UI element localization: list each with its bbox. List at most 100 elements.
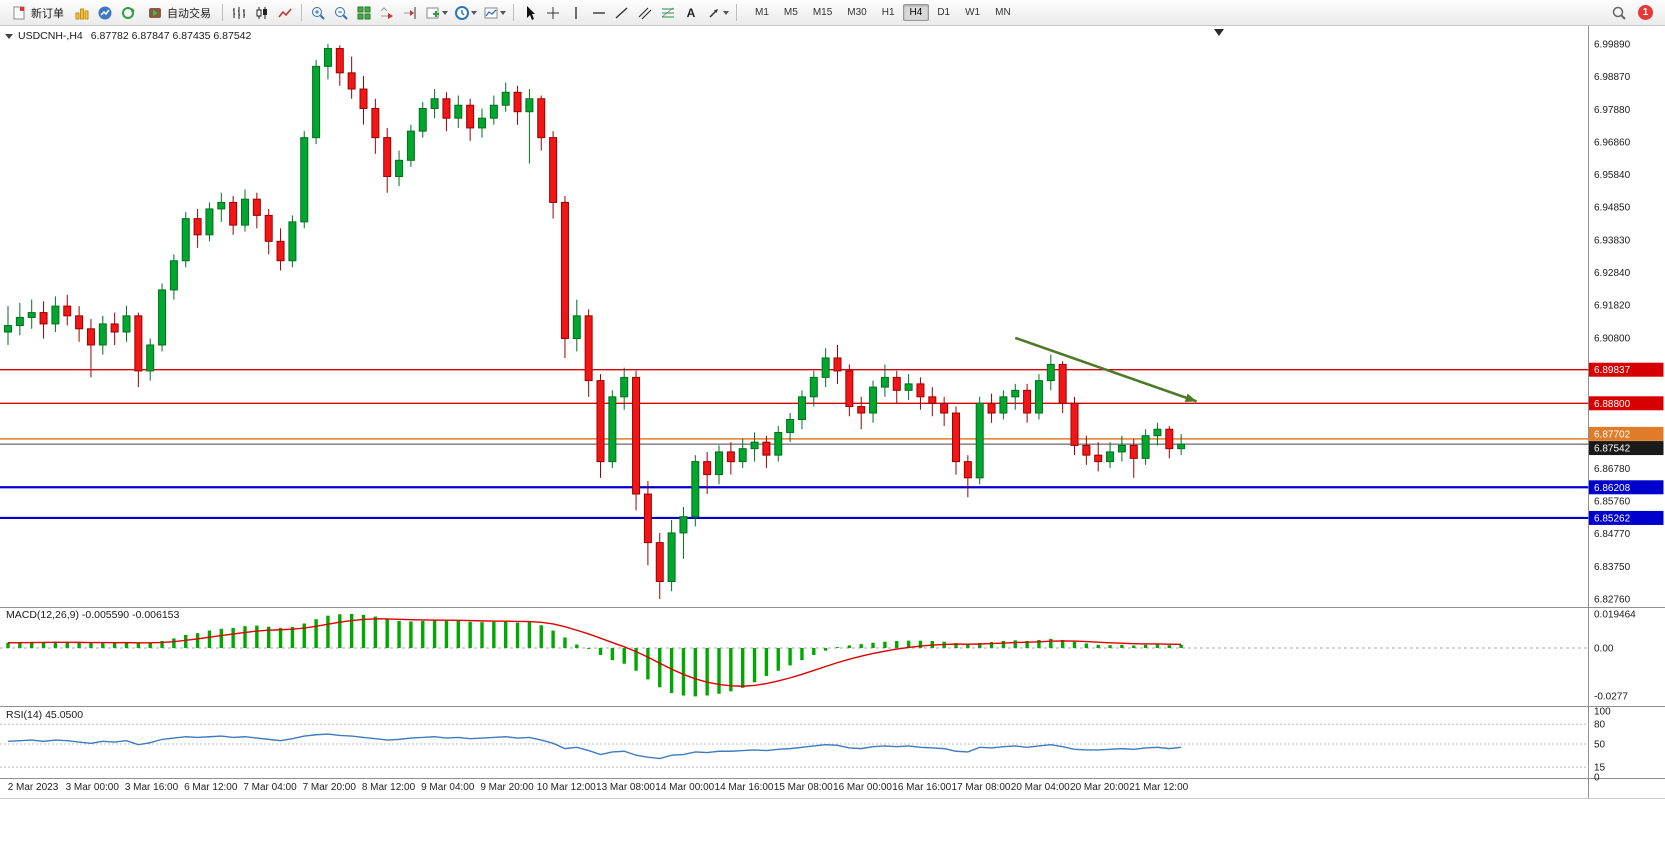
timeframe-d1[interactable]: D1	[937, 7, 951, 18]
timeframe-m15[interactable]: M15	[812, 7, 833, 18]
svg-text:6.82760: 6.82760	[1594, 595, 1631, 606]
timeframe-h1[interactable]: H1	[881, 7, 895, 18]
svg-text:6.89837: 6.89837	[1594, 365, 1631, 376]
svg-text:6.91820: 6.91820	[1594, 301, 1631, 312]
symbol-label: USDCNH-,H4	[18, 30, 83, 42]
auto-trading-button[interactable]: 自动交易	[140, 2, 217, 24]
svg-text:7 Mar 20:00: 7 Mar 20:00	[303, 782, 357, 793]
svg-text:9 Mar 04:00: 9 Mar 04:00	[421, 782, 475, 793]
new-order-button[interactable]: 新订单	[4, 2, 70, 24]
svg-text:6.93830: 6.93830	[1594, 235, 1631, 246]
trendline-tool-icon[interactable]	[611, 3, 633, 23]
svg-text:14 Mar 16:00: 14 Mar 16:00	[715, 782, 774, 793]
time-axis-labels: 2 Mar 2023 3 Mar 00:00 3 Mar 16:00 6 Mar 12…	[8, 782, 1189, 793]
svg-text:3 Mar 16:00: 3 Mar 16:00	[125, 782, 179, 793]
svg-text:17 Mar 08:00: 17 Mar 08:00	[952, 782, 1011, 793]
svg-text:0.00: 0.00	[1594, 644, 1614, 655]
line-chart-type-icon[interactable]	[274, 3, 296, 23]
toolbar: 新订单 自动交易	[0, 0, 1665, 26]
svg-text:6.85262: 6.85262	[1594, 513, 1631, 524]
refresh-icon[interactable]	[117, 3, 139, 23]
chevron-down-icon	[722, 10, 729, 15]
svg-text:0: 0	[1594, 773, 1600, 784]
svg-text:10 Mar 12:00: 10 Mar 12:00	[537, 782, 596, 793]
svg-text:100: 100	[1594, 707, 1611, 718]
collapse-triangle-icon[interactable]	[5, 33, 13, 39]
svg-text:14 Mar 00:00: 14 Mar 00:00	[655, 782, 714, 793]
vertical-line-tool-icon[interactable]	[565, 3, 587, 23]
svg-text:50: 50	[1594, 740, 1606, 751]
chart-shift-icon[interactable]	[399, 3, 421, 23]
timeframe-m1[interactable]: M1	[755, 7, 769, 18]
text-tool-icon[interactable]: A	[680, 3, 702, 23]
trend-arrow[interactable]	[1014, 336, 1197, 403]
svg-text:16 Mar 16:00: 16 Mar 16:00	[892, 782, 951, 793]
macd-histogram	[6, 613, 1183, 697]
notification-badge[interactable]: 1	[1638, 5, 1653, 20]
auto-scroll-icon[interactable]	[376, 3, 398, 23]
chart-shift-marker[interactable]	[1214, 29, 1224, 36]
toolbar-separator	[222, 4, 223, 21]
price-tag: 6.89837	[1589, 362, 1664, 377]
price-tag: 6.86208	[1589, 480, 1664, 495]
svg-text:16 Mar 00:00: 16 Mar 00:00	[833, 782, 892, 793]
price-tag: 6.85262	[1589, 510, 1664, 525]
auto-trading-label: 自动交易	[167, 7, 211, 20]
template-icon[interactable]	[480, 3, 508, 23]
new-chart-icon[interactable]	[422, 3, 450, 23]
price-tag: 6.87702	[1589, 426, 1664, 441]
price-tags: 6.89837 6.88800 6.87702 6.86208 6.85262 6.875…	[1589, 362, 1664, 525]
svg-text:6.88800: 6.88800	[1594, 399, 1631, 410]
svg-text:15: 15	[1594, 763, 1606, 774]
svg-text:6.92840: 6.92840	[1594, 268, 1631, 279]
zoom-in-icon[interactable]	[307, 3, 329, 23]
svg-text:21 Mar 12:00: 21 Mar 12:00	[1129, 782, 1188, 793]
channel-tool-icon[interactable]	[634, 3, 656, 23]
chart-legend: USDCNH-,H4 6.87782 6.87847 6.87435 6.875…	[5, 30, 251, 42]
timeframe-m30[interactable]: M30	[847, 7, 867, 18]
timeframe-mn[interactable]: MN	[995, 7, 1011, 18]
horizontal-line-tool-icon[interactable]	[588, 3, 610, 23]
search-icon[interactable]	[1608, 3, 1630, 23]
chevron-down-icon	[470, 10, 477, 15]
svg-text:6.85760: 6.85760	[1594, 497, 1631, 508]
svg-text:6.84770: 6.84770	[1594, 529, 1631, 540]
timeframe-group: M1 M5 M15 M30 H1 H4 D1 W1 MN	[748, 4, 1018, 21]
new-order-label: 新订单	[31, 7, 64, 20]
rsi-pane: 100 80 50 150	[0, 707, 1611, 784]
candlestick-chart-type-icon[interactable]	[251, 3, 273, 23]
fibonacci-tool-icon[interactable]	[657, 3, 679, 23]
timeframe-h4[interactable]: H4	[902, 4, 930, 21]
svg-text:15 Mar 08:00: 15 Mar 08:00	[774, 782, 833, 793]
svg-text:6.95840: 6.95840	[1594, 170, 1631, 181]
bar-chart-type-icon[interactable]	[228, 3, 250, 23]
svg-text:0.019464: 0.019464	[1594, 610, 1636, 621]
svg-text:6.86208: 6.86208	[1594, 483, 1631, 494]
svg-text:6.98870: 6.98870	[1594, 72, 1631, 83]
svg-text:6.99890: 6.99890	[1594, 40, 1631, 51]
svg-text:8 Mar 12:00: 8 Mar 12:00	[362, 782, 416, 793]
timeframe-m5[interactable]: M5	[783, 7, 798, 18]
toolbar-separator	[301, 4, 302, 21]
chevron-down-icon	[499, 10, 506, 15]
tile-windows-icon[interactable]	[353, 3, 375, 23]
price-tag: 6.88800	[1589, 396, 1664, 411]
zoom-out-icon[interactable]	[330, 3, 352, 23]
timeframe-w1[interactable]: W1	[965, 7, 981, 18]
svg-text:6 Mar 12:00: 6 Mar 12:00	[184, 782, 238, 793]
period-clock-icon[interactable]	[451, 3, 479, 23]
charts-stack-icon[interactable]	[71, 3, 93, 23]
macd-label: MACD(12,26,9) -0.005590 -0.006153	[6, 609, 180, 621]
svg-text:80: 80	[1594, 720, 1606, 731]
crosshair-icon[interactable]	[542, 3, 564, 23]
ohlc-values: 6.87782 6.87847 6.87435 6.87542	[90, 30, 252, 42]
svg-text:6.83750: 6.83750	[1594, 562, 1631, 573]
cursor-icon[interactable]	[519, 3, 541, 23]
svg-text:A: A	[687, 6, 696, 20]
svg-text:6.94850: 6.94850	[1594, 203, 1631, 214]
horizontal-lines	[0, 369, 1589, 520]
arrows-tool-icon[interactable]	[703, 3, 731, 23]
svg-text:6.90800: 6.90800	[1594, 333, 1631, 344]
market-watch-icon[interactable]	[94, 3, 116, 23]
